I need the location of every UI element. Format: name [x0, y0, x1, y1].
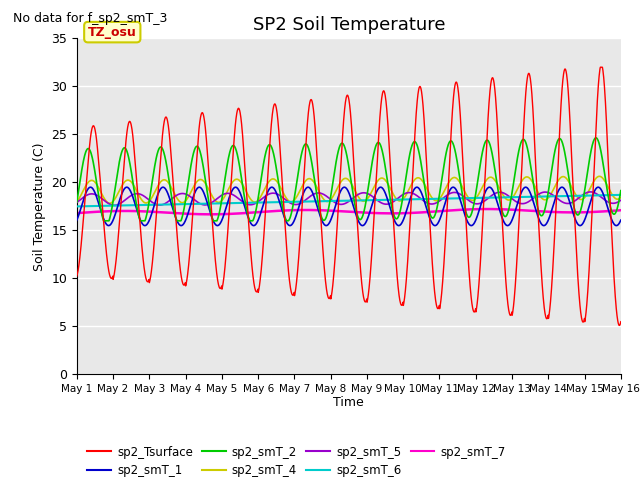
sp2_smT_7 — [483, 206, 491, 212]
sp2_smT_5 — [569, 199, 577, 205]
sp2_smT_5 — [587, 189, 595, 195]
Title: SP2 Soil Temperature: SP2 Soil Temperature — [253, 16, 445, 34]
sp2_Tsurface — [616, 323, 623, 328]
sp2_smT_7 — [376, 210, 384, 216]
sp2_smT_7 — [365, 210, 372, 216]
sp2_Tsurface — [596, 64, 604, 70]
sp2_smT_4 — [569, 187, 577, 192]
sp2_smT_1 — [268, 184, 276, 190]
sp2_smT_6 — [584, 192, 591, 198]
sp2_smT_4 — [225, 186, 232, 192]
sp2_smT_4 — [376, 176, 384, 181]
Line: sp2_smT_4: sp2_smT_4 — [77, 176, 621, 203]
sp2_smT_7 — [73, 210, 81, 216]
sp2_smT_2 — [617, 188, 625, 193]
sp2_smT_1 — [584, 206, 592, 212]
sp2_smT_2 — [592, 135, 600, 141]
sp2_smT_4 — [507, 196, 515, 202]
sp2_smT_2 — [507, 196, 515, 202]
sp2_smT_7 — [570, 210, 577, 216]
sp2_smT_1 — [365, 212, 372, 218]
Line: sp2_smT_6: sp2_smT_6 — [77, 195, 621, 206]
sp2_smT_1 — [250, 223, 257, 228]
sp2_smT_4 — [596, 173, 604, 179]
sp2_smT_1 — [377, 184, 385, 190]
sp2_smT_7 — [207, 212, 214, 217]
sp2_smT_4 — [365, 194, 372, 200]
X-axis label: Time: Time — [333, 396, 364, 408]
Line: sp2_Tsurface: sp2_Tsurface — [77, 67, 621, 325]
sp2_smT_5 — [507, 195, 515, 201]
Text: TZ_osu: TZ_osu — [88, 25, 137, 38]
sp2_Tsurface — [73, 273, 81, 279]
sp2_Tsurface — [365, 292, 372, 298]
sp2_smT_6 — [225, 200, 232, 206]
sp2_smT_2 — [225, 154, 232, 159]
sp2_smT_4 — [73, 199, 81, 204]
sp2_smT_5 — [73, 200, 81, 205]
sp2_Tsurface — [507, 312, 515, 318]
Line: sp2_smT_1: sp2_smT_1 — [77, 187, 621, 226]
sp2_smT_2 — [584, 166, 592, 171]
sp2_smT_2 — [376, 142, 384, 148]
sp2_Tsurface — [569, 176, 577, 181]
sp2_smT_7 — [584, 209, 592, 215]
Text: No data for f_sp2_smT_3: No data for f_sp2_smT_3 — [13, 12, 167, 25]
sp2_smT_4 — [106, 200, 114, 206]
sp2_smT_7 — [617, 207, 625, 213]
sp2_smT_2 — [73, 199, 81, 205]
sp2_Tsurface — [584, 288, 591, 294]
Line: sp2_smT_7: sp2_smT_7 — [77, 209, 621, 215]
sp2_smT_7 — [225, 211, 232, 217]
sp2_smT_5 — [225, 191, 232, 196]
sp2_smT_4 — [584, 190, 592, 195]
sp2_Tsurface — [617, 319, 625, 324]
sp2_smT_6 — [569, 193, 577, 199]
Line: sp2_smT_2: sp2_smT_2 — [77, 138, 621, 221]
sp2_smT_6 — [376, 197, 384, 203]
sp2_smT_2 — [569, 199, 577, 205]
sp2_smT_4 — [617, 194, 625, 200]
sp2_smT_6 — [365, 197, 372, 203]
sp2_smT_1 — [508, 219, 515, 225]
sp2_smT_2 — [365, 182, 372, 188]
sp2_Tsurface — [225, 218, 232, 224]
sp2_smT_6 — [617, 192, 625, 198]
sp2_smT_1 — [570, 211, 577, 216]
sp2_smT_6 — [507, 194, 515, 200]
sp2_smT_2 — [100, 218, 108, 224]
sp2_smT_1 — [73, 217, 81, 223]
sp2_smT_7 — [508, 207, 515, 213]
Line: sp2_smT_5: sp2_smT_5 — [77, 192, 621, 205]
sp2_smT_6 — [73, 204, 81, 209]
sp2_smT_5 — [365, 191, 372, 197]
sp2_Tsurface — [376, 111, 384, 117]
sp2_smT_5 — [376, 200, 384, 205]
sp2_smT_5 — [584, 189, 592, 195]
Legend: sp2_Tsurface, sp2_smT_1, sp2_smT_2, sp2_smT_4, sp2_smT_5, sp2_smT_6, sp2_smT_7: sp2_Tsurface, sp2_smT_1, sp2_smT_2, sp2_… — [83, 441, 510, 480]
sp2_smT_1 — [617, 217, 625, 223]
sp2_smT_5 — [111, 203, 118, 208]
sp2_smT_1 — [225, 197, 232, 203]
sp2_smT_5 — [617, 197, 625, 203]
Y-axis label: Soil Temperature (C): Soil Temperature (C) — [33, 142, 45, 271]
